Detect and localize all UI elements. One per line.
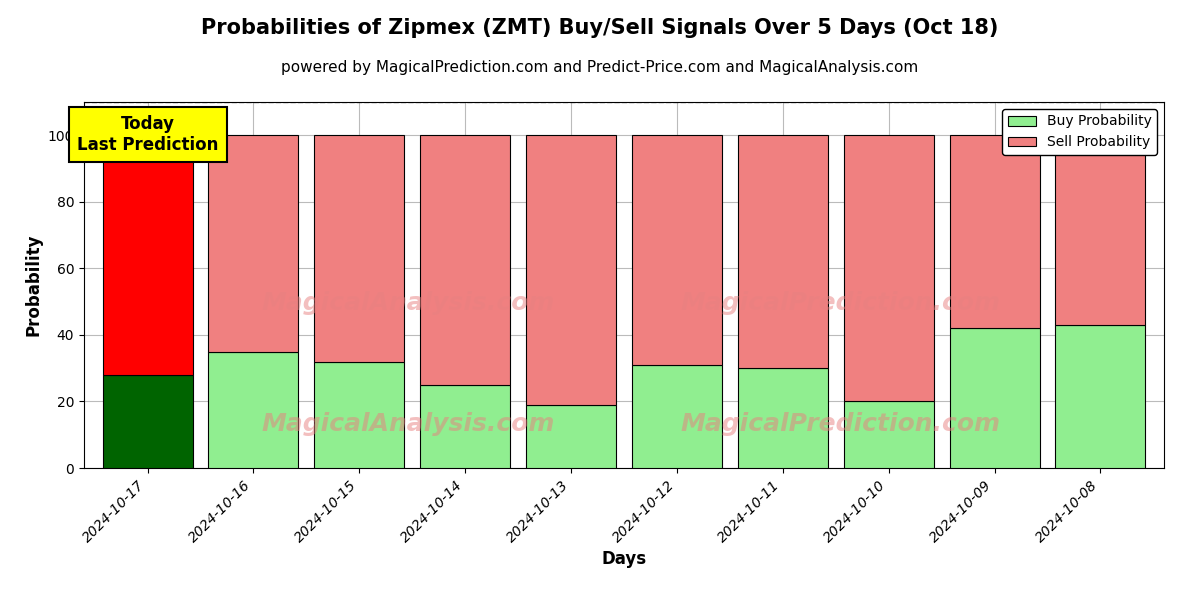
Bar: [102, 135, 192, 375]
Text: MagicalPrediction.com: MagicalPrediction.com: [680, 412, 1000, 436]
Bar: [420, 135, 510, 385]
Legend: Buy Probability, Sell Probability: Buy Probability, Sell Probability: [1002, 109, 1157, 155]
Bar: [1056, 135, 1146, 325]
X-axis label: Days: Days: [601, 550, 647, 568]
Text: Today
Last Prediction: Today Last Prediction: [77, 115, 218, 154]
Bar: [844, 135, 934, 401]
Text: powered by MagicalPrediction.com and Predict-Price.com and MagicalAnalysis.com: powered by MagicalPrediction.com and Pre…: [281, 60, 919, 75]
Bar: [314, 135, 404, 362]
Bar: [209, 352, 299, 468]
Bar: [1056, 325, 1146, 468]
Bar: [738, 368, 828, 468]
Bar: [526, 405, 616, 468]
Text: Probabilities of Zipmex (ZMT) Buy/Sell Signals Over 5 Days (Oct 18): Probabilities of Zipmex (ZMT) Buy/Sell S…: [202, 18, 998, 38]
Bar: [949, 328, 1039, 468]
Text: MagicalAnalysis.com: MagicalAnalysis.com: [262, 291, 554, 316]
Bar: [209, 135, 299, 352]
Bar: [738, 135, 828, 368]
Bar: [949, 135, 1039, 328]
Bar: [526, 135, 616, 405]
Bar: [420, 385, 510, 468]
Text: MagicalPrediction.com: MagicalPrediction.com: [680, 291, 1000, 316]
Y-axis label: Probability: Probability: [24, 234, 42, 336]
Bar: [102, 375, 192, 468]
Bar: [314, 362, 404, 468]
Bar: [632, 135, 722, 365]
Text: MagicalAnalysis.com: MagicalAnalysis.com: [262, 412, 554, 436]
Bar: [632, 365, 722, 468]
Bar: [844, 401, 934, 468]
